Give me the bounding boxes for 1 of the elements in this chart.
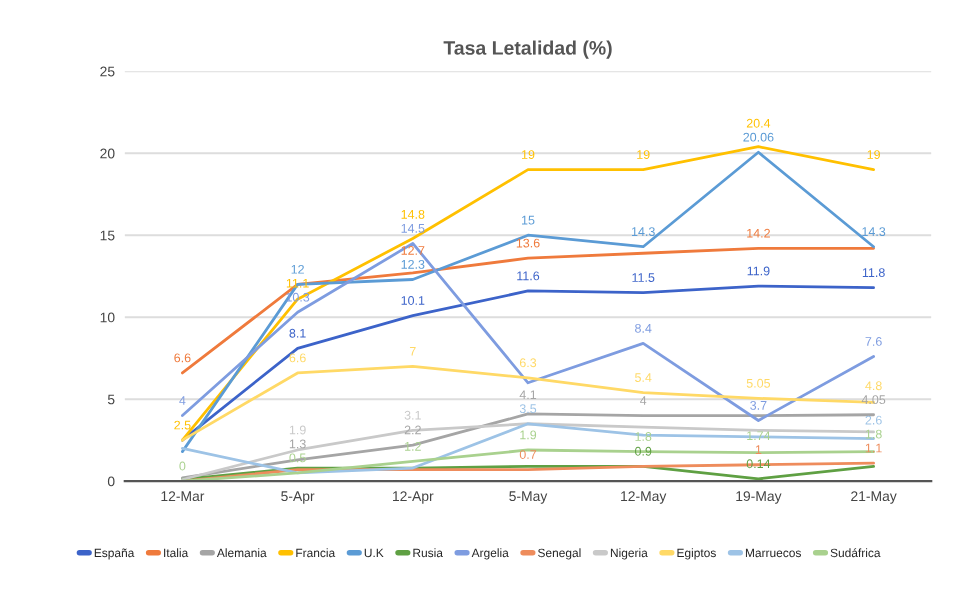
chart-title: Tasa Letalidad (%) xyxy=(443,40,612,59)
